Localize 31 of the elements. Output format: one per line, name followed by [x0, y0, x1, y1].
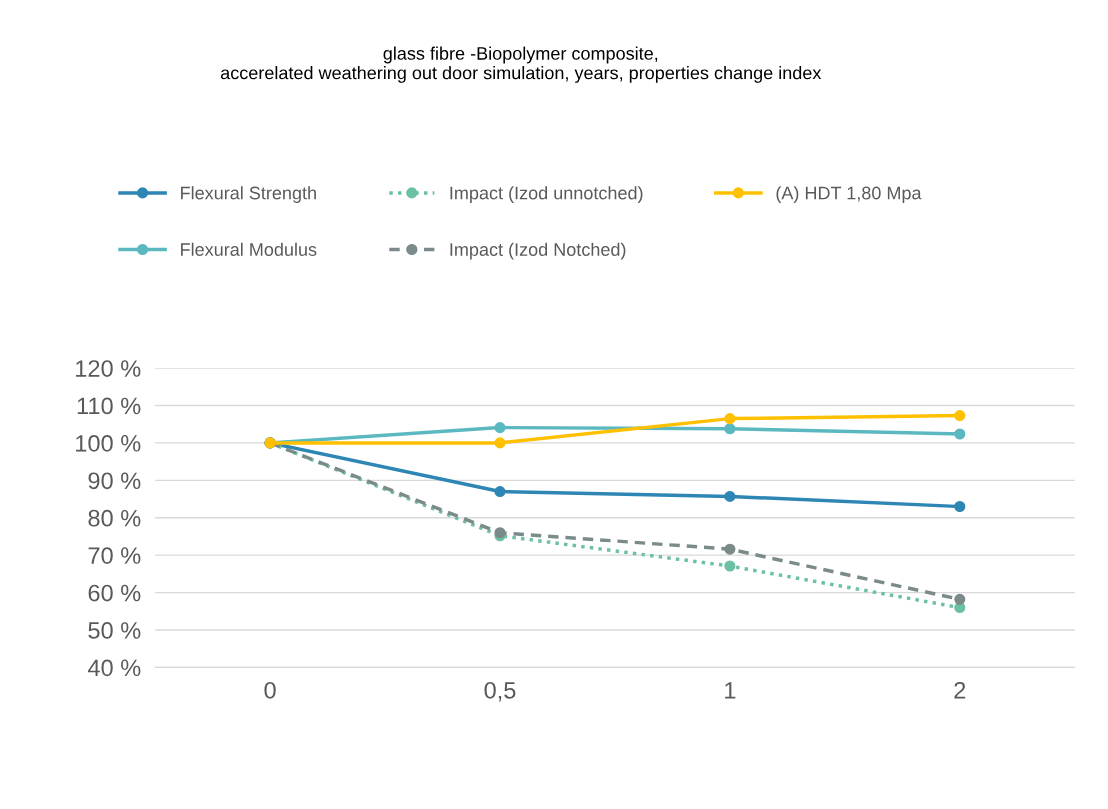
point	[954, 410, 966, 422]
y-tick-label: 90 %	[88, 472, 141, 490]
y-tick-label: 100 %	[76, 435, 141, 452]
point	[724, 560, 736, 572]
x-tick-label: 1	[725, 682, 736, 699]
point	[724, 490, 736, 502]
legend-label: Flexural Modulus	[181, 242, 317, 256]
point	[954, 593, 966, 605]
point	[494, 486, 506, 498]
y-tick-label: 60 %	[88, 584, 141, 602]
point	[954, 428, 966, 440]
y-tick-label: 120 %	[76, 360, 141, 377]
x-tick-label: 0,5	[484, 681, 516, 702]
legend-label: Impact (Izod Notched)	[450, 242, 626, 260]
chart-title: glass fibre -Biopolymer composite, accerelated weathering out door simulation, years, properties change index	[220, 46, 822, 83]
point	[494, 422, 506, 434]
x-tick-label: 0	[264, 681, 276, 699]
point	[724, 423, 736, 435]
legend-label: Flexural Strength	[181, 186, 316, 203]
y-tick-label: 110 %	[77, 397, 141, 415]
point	[494, 437, 506, 449]
y-tick-label: 40 %	[87, 659, 141, 677]
legend-label: Impact (Izod unnotched)	[450, 186, 643, 203]
x-tick-label: 2	[954, 681, 966, 699]
point	[724, 543, 736, 555]
point	[954, 500, 966, 513]
point	[724, 413, 736, 425]
y-tick-label: 50 %	[88, 622, 141, 639]
y-tick-label: 70 %	[88, 547, 141, 564]
y-tick-label: 80 %	[88, 509, 141, 527]
legend-label: (A) HDT 1,80 Mpa	[776, 186, 922, 203]
